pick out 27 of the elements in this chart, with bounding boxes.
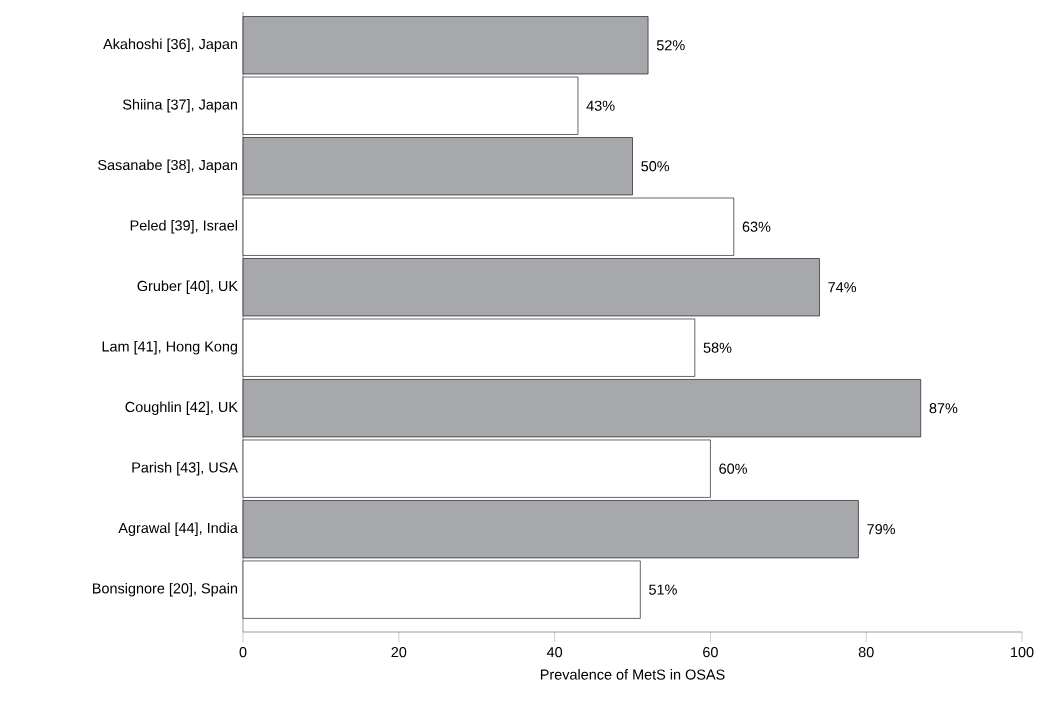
data-label: 74% — [828, 282, 857, 293]
data-label: 63% — [742, 221, 771, 232]
data-label: 43% — [586, 100, 615, 111]
x-tick-label: 80 — [858, 647, 874, 658]
data-label: 79% — [867, 524, 896, 535]
y-tick-label: Parish [43], USA — [132, 461, 238, 476]
y-tick-label: Shiina [37], Japan — [122, 99, 238, 113]
y-tick-label: Agrawal [44], India — [118, 522, 238, 536]
data-label: 60% — [719, 463, 748, 474]
x-tick-label: 60 — [703, 647, 718, 658]
x-tick-label: 40 — [546, 647, 563, 658]
y-tick-label: Gruber [40], UK — [137, 280, 238, 294]
data-label: 50% — [641, 161, 670, 172]
y-tick-label: Coughlin [42], UK — [125, 401, 238, 415]
x-tick-label: 0 — [239, 647, 247, 658]
data-label: 52% — [656, 40, 685, 51]
data-label: 87% — [929, 403, 958, 414]
y-tick-label: Sasanabe [38], Japan — [98, 159, 238, 173]
y-tick-label: Akahoshi [36], Japan — [103, 38, 238, 52]
y-tick-label: Peled [39], Israel — [130, 220, 238, 234]
data-label: 58% — [703, 342, 732, 353]
y-tick-label: Lam [41], Hong Kong — [102, 340, 238, 355]
data-label: 51% — [649, 584, 677, 595]
y-tick-label: Bonsignore [20], Spain — [93, 582, 238, 597]
x-tick-label: 20 — [391, 647, 407, 658]
x-tick-label: 100 — [1011, 647, 1034, 658]
x-axis-title: Prevalence of MetS in OSAS — [540, 669, 725, 680]
